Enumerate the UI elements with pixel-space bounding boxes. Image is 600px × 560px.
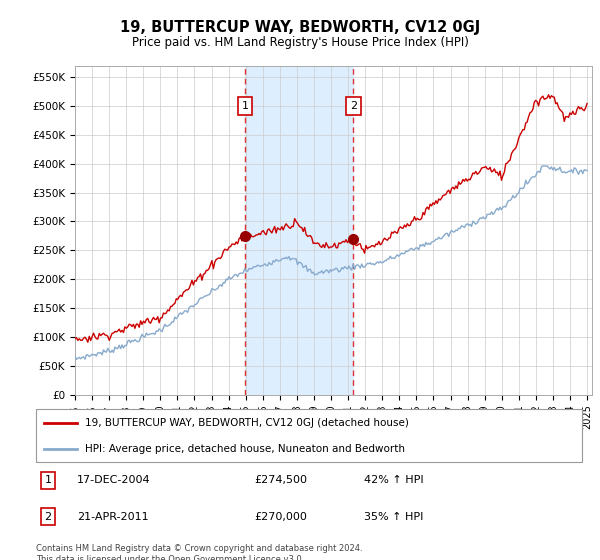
Text: £270,000: £270,000 [254, 512, 307, 521]
Bar [245, 66, 353, 395]
Text: 21-APR-2011: 21-APR-2011 [77, 512, 149, 521]
Text: 17-DEC-2004: 17-DEC-2004 [77, 475, 151, 485]
Text: Price paid vs. HM Land Registry's House Price Index (HPI): Price paid vs. HM Land Registry's House … [131, 36, 469, 49]
Text: 1: 1 [44, 475, 52, 485]
Text: Contains HM Land Registry data © Crown copyright and database right 2024.
This d: Contains HM Land Registry data © Crown c… [36, 544, 362, 560]
Text: HPI: Average price, detached house, Nuneaton and Bedworth: HPI: Average price, detached house, Nune… [85, 444, 405, 454]
Text: 2: 2 [350, 101, 357, 111]
Text: £274,500: £274,500 [254, 475, 307, 485]
FancyBboxPatch shape [36, 409, 582, 462]
Text: 19, BUTTERCUP WAY, BEDWORTH, CV12 0GJ: 19, BUTTERCUP WAY, BEDWORTH, CV12 0GJ [120, 20, 480, 35]
Text: 42% ↑ HPI: 42% ↑ HPI [364, 475, 423, 485]
Text: 1: 1 [242, 101, 248, 111]
Text: 19, BUTTERCUP WAY, BEDWORTH, CV12 0GJ (detached house): 19, BUTTERCUP WAY, BEDWORTH, CV12 0GJ (d… [85, 418, 409, 428]
Text: 35% ↑ HPI: 35% ↑ HPI [364, 512, 423, 521]
Text: 2: 2 [44, 512, 52, 521]
